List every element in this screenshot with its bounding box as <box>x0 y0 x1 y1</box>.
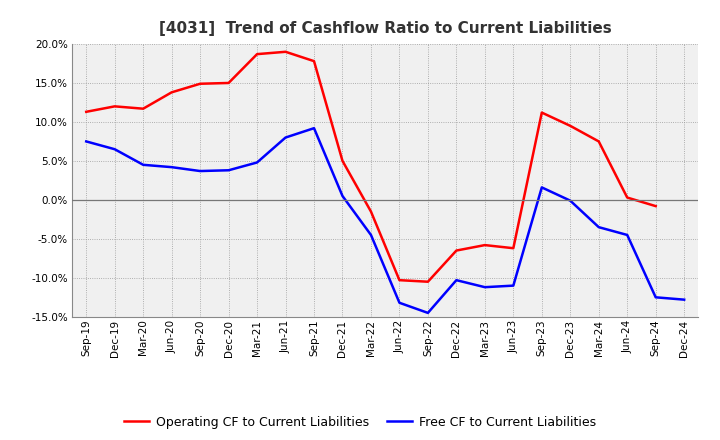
Free CF to Current Liabilities <box>82 139 91 144</box>
Operating CF to Current Liabilities <box>196 81 204 86</box>
Operating CF to Current Liabilities <box>366 209 375 214</box>
Operating CF to Current Liabilities <box>395 278 404 283</box>
Free CF to Current Liabilities <box>196 169 204 174</box>
Operating CF to Current Liabilities <box>652 203 660 209</box>
Operating CF to Current Liabilities <box>595 139 603 144</box>
Operating CF to Current Liabilities <box>253 51 261 57</box>
Free CF to Current Liabilities <box>167 165 176 170</box>
Operating CF to Current Liabilities <box>452 248 461 253</box>
Free CF to Current Liabilities <box>595 224 603 230</box>
Free CF to Current Liabilities <box>366 232 375 238</box>
Free CF to Current Liabilities <box>338 193 347 198</box>
Operating CF to Current Liabilities <box>282 49 290 55</box>
Free CF to Current Liabilities <box>395 300 404 305</box>
Operating CF to Current Liabilities <box>167 90 176 95</box>
Line: Free CF to Current Liabilities: Free CF to Current Liabilities <box>86 128 684 313</box>
Operating CF to Current Liabilities <box>423 279 432 284</box>
Free CF to Current Liabilities <box>225 168 233 173</box>
Operating CF to Current Liabilities <box>139 106 148 111</box>
Free CF to Current Liabilities <box>480 285 489 290</box>
Operating CF to Current Liabilities <box>509 246 518 251</box>
Line: Operating CF to Current Liabilities: Operating CF to Current Liabilities <box>86 52 656 282</box>
Title: [4031]  Trend of Cashflow Ratio to Current Liabilities: [4031] Trend of Cashflow Ratio to Curren… <box>159 21 611 36</box>
Free CF to Current Liabilities <box>110 147 119 152</box>
Operating CF to Current Liabilities <box>82 109 91 114</box>
Free CF to Current Liabilities <box>537 185 546 190</box>
Operating CF to Current Liabilities <box>480 242 489 248</box>
Operating CF to Current Liabilities <box>566 123 575 128</box>
Operating CF to Current Liabilities <box>110 104 119 109</box>
Operating CF to Current Liabilities <box>623 195 631 200</box>
Free CF to Current Liabilities <box>623 232 631 238</box>
Legend: Operating CF to Current Liabilities, Free CF to Current Liabilities: Operating CF to Current Liabilities, Fre… <box>120 411 600 434</box>
Free CF to Current Liabilities <box>680 297 688 302</box>
Operating CF to Current Liabilities <box>338 158 347 164</box>
Free CF to Current Liabilities <box>452 278 461 283</box>
Operating CF to Current Liabilities <box>537 110 546 115</box>
Free CF to Current Liabilities <box>509 283 518 288</box>
Free CF to Current Liabilities <box>139 162 148 168</box>
Free CF to Current Liabilities <box>310 125 318 131</box>
Free CF to Current Liabilities <box>253 160 261 165</box>
Free CF to Current Liabilities <box>282 135 290 140</box>
Operating CF to Current Liabilities <box>310 59 318 64</box>
Free CF to Current Liabilities <box>652 295 660 300</box>
Free CF to Current Liabilities <box>566 198 575 203</box>
Operating CF to Current Liabilities <box>225 81 233 86</box>
Free CF to Current Liabilities <box>423 310 432 315</box>
